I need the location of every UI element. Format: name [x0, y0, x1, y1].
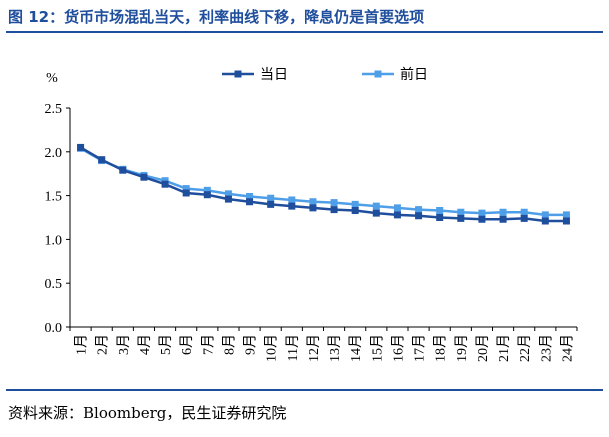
y-axis-label: %: [46, 71, 58, 86]
data-point: [98, 156, 106, 164]
y-tick-label: 2.0: [45, 146, 63, 161]
data-point: [393, 204, 401, 212]
data-point: [351, 200, 359, 208]
x-tick-label: 2月: [95, 334, 111, 355]
x-tick-label: 16月: [390, 334, 406, 362]
data-point: [161, 177, 169, 185]
data-point: [415, 212, 423, 220]
data-point: [330, 206, 338, 214]
x-tick-label: 11月: [285, 334, 301, 361]
y-tick-label: 0.0: [45, 321, 63, 336]
figure-title: 图 12：货币市场混乱当天，利率曲线下移，降息仍是首要选项: [8, 8, 425, 26]
data-point: [520, 208, 528, 216]
x-tick-label: 15月: [369, 334, 385, 362]
data-point: [457, 208, 465, 216]
data-point: [415, 206, 423, 214]
data-point: [330, 199, 338, 207]
data-point: [224, 195, 232, 203]
data-point: [203, 186, 211, 194]
x-tick-label: 14月: [348, 334, 364, 362]
data-point: [246, 198, 254, 206]
legend-label: 前日: [400, 66, 428, 83]
series-dangri: [77, 143, 570, 225]
data-point: [457, 214, 465, 222]
x-tick-label: 7月: [200, 334, 216, 355]
legend-item: 前日: [362, 66, 428, 83]
data-point: [562, 211, 570, 219]
title-rule: [6, 31, 603, 33]
x-tick-label: 8月: [221, 334, 237, 355]
series-line: [79, 147, 567, 217]
x-tick-label: 18月: [433, 334, 449, 362]
x-tick-label: 9月: [243, 334, 259, 355]
data-point: [182, 189, 190, 197]
y-tick-label: 1.0: [45, 233, 63, 248]
x-tick-label: 21月: [496, 334, 512, 362]
data-point: [478, 209, 486, 217]
data-point: [267, 194, 275, 202]
data-point: [436, 214, 444, 221]
data-point: [288, 202, 296, 210]
chart-legend: 当日 前日: [222, 66, 428, 83]
data-point: [541, 217, 549, 225]
data-point: [372, 202, 380, 210]
legend-label: 当日: [260, 67, 288, 83]
legend-item: 当日: [222, 67, 288, 83]
y-tick-label: 2.5: [45, 102, 63, 117]
series-layer: [77, 143, 570, 225]
series-qianri: [77, 144, 570, 219]
data-point: [77, 143, 85, 151]
x-tick-label: 6月: [179, 334, 195, 355]
legend-marker: [374, 70, 382, 78]
x-tick-label: 1月: [74, 334, 90, 355]
data-point: [309, 198, 317, 206]
data-point: [203, 191, 211, 199]
x-tick-label: 4月: [137, 334, 153, 355]
data-point: [224, 190, 232, 198]
data-point: [140, 173, 148, 181]
data-point: [562, 217, 570, 225]
source-rule: [6, 389, 603, 391]
data-point: [478, 215, 486, 223]
data-point: [499, 208, 507, 216]
data-point: [541, 211, 549, 219]
data-point: [499, 215, 507, 223]
x-tick-label: 20月: [475, 334, 491, 362]
x-tick-label: 23月: [538, 334, 554, 362]
data-point: [288, 196, 296, 204]
data-point: [246, 192, 254, 200]
x-tick-label: 13月: [327, 334, 343, 362]
data-point: [182, 185, 190, 193]
y-tick-label: 1.5: [45, 190, 63, 205]
data-point: [393, 211, 401, 219]
y-tick-label: 0.5: [45, 277, 63, 292]
source-note: 资料来源：Bloomberg，民生证券研究院: [8, 404, 287, 422]
data-point: [436, 206, 444, 214]
x-tick-label: 17月: [412, 334, 428, 362]
x-tick-label: 19月: [454, 334, 470, 362]
data-point: [267, 200, 275, 208]
data-point: [161, 180, 169, 188]
x-tick-label: 5月: [158, 334, 174, 355]
legend-marker: [234, 70, 242, 78]
data-point: [520, 214, 528, 222]
x-tick-label: 3月: [116, 334, 132, 355]
x-tick-label: 10月: [264, 334, 280, 362]
x-tick-label: 24月: [559, 334, 575, 362]
data-point: [351, 206, 359, 214]
data-point: [309, 204, 317, 212]
x-tick-label: 22月: [517, 334, 533, 362]
chart-axes: % 0.0 0.5 1.0 1.5 2.0 2.5 1月 2月 3月 4月 5月 6月 7月 8月 9月 10月…: [45, 71, 578, 362]
data-point: [372, 209, 380, 217]
series-line: [79, 146, 567, 223]
data-point: [119, 166, 127, 174]
x-tick-label: 12月: [306, 334, 322, 362]
